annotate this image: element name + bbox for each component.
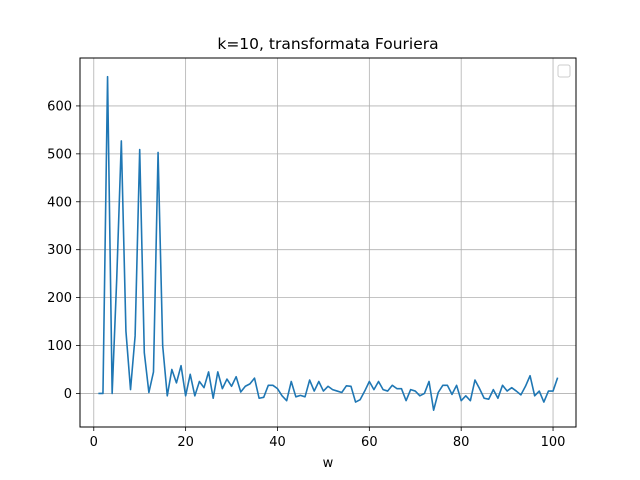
x-tick-label: 80 (453, 435, 470, 450)
ticks: 0 20 40 60 80 100 0 100 200 300 400 500 600 (47, 99, 565, 450)
y-tick-label: 400 (47, 195, 72, 210)
series-group (98, 75, 559, 412)
plot-frame (79, 57, 577, 428)
x-tick-label: 100 (541, 435, 566, 450)
chart-title: k=10, transformata Fouriera (217, 35, 438, 53)
legend-box (557, 64, 571, 78)
x-axis-label: w (323, 456, 334, 471)
y-tick-label: 600 (47, 99, 72, 114)
x-tick-label: 60 (361, 435, 378, 450)
x-tick-label: 40 (269, 435, 286, 450)
y-tick-label: 500 (47, 147, 72, 162)
x-tick-label: 20 (177, 435, 194, 450)
grid (80, 58, 576, 427)
y-tick-label: 300 (47, 243, 72, 258)
x-tick-label: 0 (90, 435, 98, 450)
y-tick-label: 0 (64, 387, 72, 402)
y-tick-label: 100 (47, 339, 72, 354)
y-tick-label: 200 (47, 291, 72, 306)
series-line (98, 75, 559, 412)
